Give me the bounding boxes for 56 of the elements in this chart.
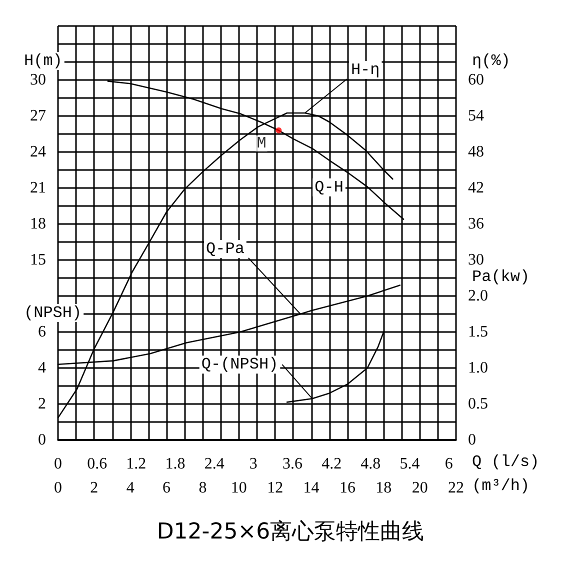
- series-label: Q-(NPSH): [201, 356, 278, 374]
- x-tick-label: 6: [162, 480, 171, 496]
- y2-tick-label: 54: [468, 108, 484, 124]
- x-tick-label: 22: [448, 480, 464, 496]
- text: D12-25×6离心泵特性曲线: [156, 520, 424, 544]
- y2-tick-label: 2.0: [468, 288, 488, 304]
- y-tick-label: 18: [30, 216, 46, 232]
- y2-tick-label: 42: [468, 180, 484, 196]
- y2-tick-label: 30: [468, 252, 484, 268]
- x-tick-label: 8: [198, 480, 207, 496]
- x-tick-label: 20: [412, 480, 428, 496]
- x2-axis-title: Q (l/s): [472, 453, 540, 471]
- x-tick-label: 14: [303, 480, 320, 496]
- x-tick-label: 18: [376, 480, 392, 496]
- x-tick-label: 12: [267, 480, 284, 496]
- x2-tick-label: 0: [54, 456, 62, 472]
- x2-tick-label: 4.8: [360, 456, 381, 472]
- x2-tick-label: 4.2: [322, 456, 342, 472]
- y2-tick-label: 0.5: [468, 396, 488, 412]
- annotation: M: [256, 134, 266, 152]
- x2-tick-label: 2.4: [204, 456, 224, 472]
- x-axis-title: (m³/h): [472, 477, 530, 495]
- y-tick-label: 27: [30, 108, 46, 124]
- x-tick-label: 4: [126, 480, 134, 496]
- x2-tick-label: 0.6: [87, 456, 108, 472]
- x-tick-label: 2: [90, 480, 98, 496]
- x2-tick-label: 3.6: [282, 456, 302, 472]
- y-tick-label: 2: [38, 396, 46, 412]
- text: Q-Pa: [206, 240, 245, 258]
- y-tick-label: 21: [30, 180, 46, 196]
- y-tick-label: 6: [38, 324, 46, 340]
- x-tick-label: 0: [54, 480, 62, 496]
- y-tick-label: 4: [38, 360, 46, 376]
- y2-tick-label: 0: [468, 432, 476, 448]
- x2-tick-label: 1.2: [126, 456, 146, 472]
- x2-tick-label: 6: [444, 456, 453, 472]
- x-tick-label: 10: [230, 480, 247, 496]
- y2-tick-label: 1.0: [468, 360, 488, 376]
- x2-tick-label: 3: [249, 456, 258, 472]
- y-tick-label: 0: [38, 432, 46, 448]
- y2-tick-label: 36: [468, 216, 484, 232]
- series-label: Q-H: [314, 178, 344, 196]
- y2-tick-label: 1.5: [468, 324, 488, 340]
- y-tick-label: 24: [30, 144, 46, 160]
- x-tick-label: 16: [339, 480, 356, 496]
- y2-tick-label: 60: [468, 72, 484, 88]
- y2-tick-label: 48: [468, 144, 484, 160]
- text: H-η: [350, 61, 380, 79]
- y2-axis-title: η(%): [472, 52, 510, 70]
- y-tick-label: 30: [30, 72, 46, 88]
- x2-tick-label: 1.8: [165, 456, 186, 472]
- y-axis-title: (NPSH): [24, 304, 82, 322]
- y2-axis-title: Pa(kw): [472, 268, 530, 286]
- y-axis-title: H(m): [24, 52, 62, 70]
- x2-tick-label: 5.4: [400, 456, 420, 472]
- y-tick-label: 15: [30, 252, 46, 268]
